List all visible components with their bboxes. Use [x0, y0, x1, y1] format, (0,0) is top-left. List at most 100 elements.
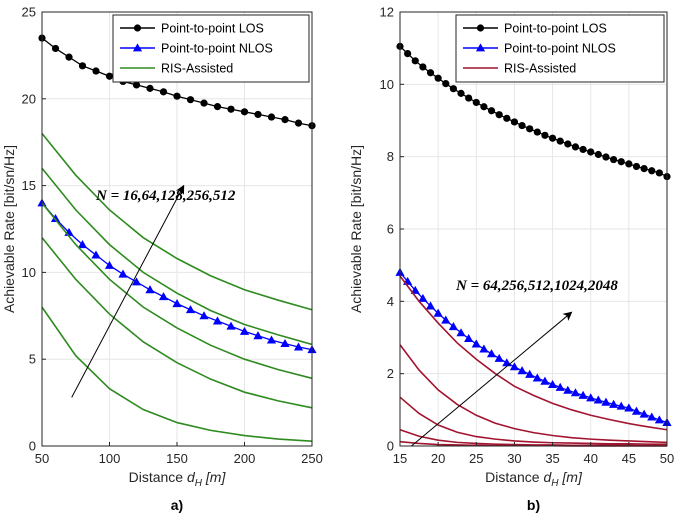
- data-point-circle: [240, 108, 249, 116]
- data-point-circle: [632, 162, 641, 171]
- legend-label: Point-to-point NLOS: [504, 42, 616, 56]
- data-point-triangle: [131, 277, 142, 286]
- data-point-triangle: [601, 397, 611, 406]
- data-point-circle: [281, 116, 289, 124]
- data-point-triangle: [118, 269, 128, 278]
- data-point-triangle: [647, 412, 657, 421]
- data-point-triangle: [172, 299, 182, 308]
- series-line-7: [41, 306, 313, 442]
- data-point-triangle: [532, 373, 542, 382]
- data-point-circle: [571, 143, 580, 151]
- data-point-circle: [159, 88, 168, 96]
- data-point-triangle: [547, 379, 558, 388]
- y-tick-label: 0: [387, 439, 394, 454]
- chart-panel-2: 15 20 25 30 35 40 45 50 0 2 4 6 8 10 12 Distance dH [m]…: [348, 5, 674, 514]
- x-axis-label-unit: [m]: [202, 469, 226, 485]
- data-point-triangle: [471, 339, 481, 348]
- legend-label: Point-to-point NLOS: [161, 42, 273, 56]
- x-tick-label: 40: [583, 451, 597, 466]
- data-point-triangle: [609, 399, 619, 408]
- legend: Point-to-point LOS Point-to-point NLOS RIS…: [455, 14, 665, 83]
- data-point-circle: [449, 85, 457, 93]
- data-point-circle: [655, 169, 663, 177]
- chart-panel-1: 50 100 150 200 250 0 5 10 15 20 25 Distance dH [m] A…: [1, 5, 323, 514]
- data-point-circle: [602, 153, 610, 161]
- x-axis-label-var: d: [187, 469, 196, 485]
- data-point-triangle: [226, 321, 236, 330]
- data-point-triangle: [555, 382, 565, 391]
- y-axis-label: Achievable Rate [bit/sn/Hz]: [348, 145, 364, 313]
- data-point-triangle: [456, 328, 466, 337]
- data-point-triangle: [593, 395, 603, 404]
- y-tick-label: 6: [387, 222, 394, 237]
- data-point-triangle: [563, 385, 573, 394]
- y-tick-label: 10: [22, 265, 36, 280]
- legend-swatch-triangle: [475, 43, 486, 52]
- data-point-circle: [132, 81, 141, 89]
- x-tick-label: 250: [301, 451, 323, 466]
- data-point-circle: [495, 111, 503, 119]
- data-point-circle: [625, 160, 633, 168]
- annotation-arrow: [71, 184, 185, 398]
- annotation-arrow: [411, 311, 573, 447]
- legend-swatch-circle: [476, 24, 485, 32]
- data-point-circle: [533, 128, 541, 136]
- x-tick-label: 150: [166, 451, 188, 466]
- data-point-circle: [404, 49, 412, 58]
- x-axis-label-var: d: [543, 469, 552, 485]
- data-point-circle: [610, 155, 618, 164]
- data-point-circle: [92, 67, 100, 75]
- data-point-triangle: [448, 322, 458, 331]
- data-point-circle: [564, 140, 572, 148]
- panel-label: b): [527, 497, 540, 513]
- data-point-triangle: [616, 401, 626, 410]
- data-point-circle: [465, 94, 473, 102]
- data-point-circle: [200, 99, 208, 107]
- data-point-triangle: [479, 344, 489, 353]
- series-line-3: [41, 133, 313, 311]
- x-tick-label: 100: [99, 451, 121, 466]
- data-point-circle: [587, 148, 595, 156]
- data-point-triangle: [441, 315, 451, 324]
- data-point-circle: [146, 84, 154, 92]
- data-point-triangle: [185, 305, 196, 314]
- series-line-6: [41, 237, 313, 409]
- y-tick-label: 25: [22, 5, 36, 20]
- data-point-triangle: [280, 338, 290, 348]
- data-point-triangle: [158, 292, 169, 301]
- data-point-circle: [78, 62, 87, 70]
- data-point-triangle: [77, 240, 88, 249]
- data-point-triangle: [91, 250, 101, 259]
- data-point-triangle: [433, 308, 443, 317]
- data-point-circle: [579, 145, 587, 154]
- y-tick-label: 8: [387, 149, 394, 164]
- legend-label: Point-to-point LOS: [161, 22, 264, 36]
- data-point-triangle: [50, 213, 61, 223]
- data-point-circle: [213, 103, 222, 111]
- data-point-circle: [648, 167, 656, 175]
- data-point-circle: [526, 125, 534, 133]
- data-point-circle: [51, 44, 60, 53]
- x-axis-label-prefix: Distance: [129, 469, 187, 485]
- x-tick-label: 200: [234, 451, 256, 466]
- data-point-circle: [227, 105, 235, 113]
- data-point-triangle: [464, 333, 474, 343]
- legend: Point-to-point LOS Point-to-point NLOS RIS…: [112, 14, 310, 83]
- y-tick-label: 10: [380, 77, 394, 92]
- data-point-circle: [510, 118, 519, 126]
- data-point-triangle: [525, 369, 535, 378]
- data-point-circle: [411, 57, 419, 65]
- data-point-triangle: [586, 393, 596, 402]
- data-point-circle: [434, 74, 442, 82]
- legend-label: RIS-Assisted: [504, 62, 576, 76]
- data-point-circle: [480, 103, 488, 111]
- data-point-triangle: [509, 362, 520, 371]
- y-tick-label: 2: [387, 366, 394, 381]
- legend-label: RIS-Assisted: [161, 62, 233, 76]
- data-point-circle: [617, 158, 625, 166]
- legend-swatch-triangle: [132, 43, 143, 52]
- data-point-circle: [65, 53, 73, 61]
- x-axis-label: Distance dH [m]: [129, 469, 227, 489]
- data-point-triangle: [517, 366, 527, 375]
